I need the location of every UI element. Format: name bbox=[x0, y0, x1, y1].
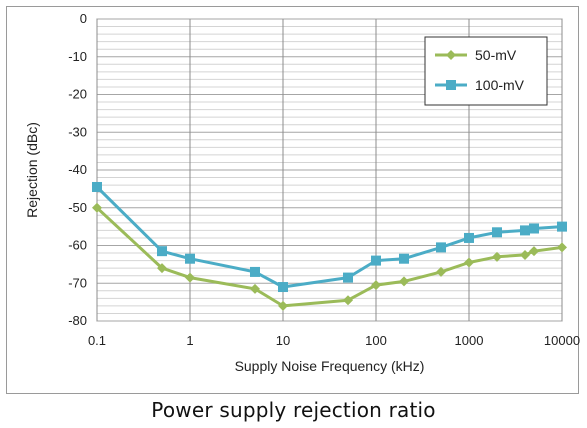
data-point bbox=[371, 280, 381, 291]
data-point bbox=[464, 232, 474, 243]
data-point bbox=[157, 246, 168, 257]
y-tick-label: -80 bbox=[68, 313, 87, 328]
data-point bbox=[491, 227, 502, 238]
data-point bbox=[529, 246, 540, 257]
data-point bbox=[185, 253, 195, 264]
data-point bbox=[250, 266, 261, 277]
data-point bbox=[398, 253, 409, 264]
data-point bbox=[491, 251, 502, 262]
y-tick-label: -30 bbox=[68, 124, 87, 139]
y-tick-label: 0 bbox=[80, 11, 87, 26]
y-tick-label: -60 bbox=[68, 238, 87, 253]
legend-marker bbox=[446, 50, 456, 60]
data-point bbox=[436, 242, 447, 253]
data-point bbox=[519, 249, 530, 260]
data-point bbox=[371, 255, 381, 266]
legend-box bbox=[424, 36, 548, 106]
data-point bbox=[185, 272, 195, 283]
x-tick-label: 10000 bbox=[544, 333, 580, 348]
x-tick-label: 1000 bbox=[455, 333, 484, 348]
data-point bbox=[92, 181, 102, 192]
x-tick-label: 100 bbox=[365, 333, 387, 348]
chart-caption: Power supply rejection ratio bbox=[151, 398, 436, 422]
data-point bbox=[529, 223, 540, 234]
y-tick-label: -10 bbox=[68, 49, 87, 64]
data-point bbox=[436, 266, 447, 277]
data-point bbox=[519, 225, 530, 236]
psrr-chart: 0 -10 -20 -30 -40 -50 -60 -70 -800.1 1 10 100 1000 10… bbox=[24, 11, 580, 374]
legend-marker bbox=[446, 80, 456, 90]
legend-label: 100-mV bbox=[475, 77, 525, 93]
y-tick-label: -70 bbox=[68, 275, 87, 290]
chart-frame: 0 -10 -20 -30 -40 -50 -60 -70 -80 0.1 1 10 100 1000 10… bbox=[6, 6, 580, 394]
y-axis-label: Rejection (dBc) bbox=[24, 122, 40, 218]
y-tick-label: -50 bbox=[68, 200, 87, 215]
y-tick-label: -40 bbox=[68, 162, 87, 177]
data-point bbox=[278, 282, 288, 293]
data-point bbox=[157, 263, 168, 274]
data-point bbox=[557, 221, 567, 232]
legend-label: 50-mV bbox=[475, 47, 517, 63]
x-tick-label: 0.1 bbox=[88, 333, 106, 348]
data-point bbox=[343, 272, 354, 283]
data-point bbox=[343, 295, 354, 306]
x-tick-label: 1 bbox=[186, 333, 193, 348]
data-point bbox=[92, 202, 102, 213]
data-point bbox=[464, 257, 474, 268]
data-point bbox=[250, 283, 261, 294]
y-tick-label: -20 bbox=[68, 87, 87, 102]
x-axis-label: Supply Noise Frequency (kHz) bbox=[235, 358, 425, 374]
data-point bbox=[557, 242, 567, 253]
x-tick-label: 10 bbox=[276, 333, 290, 348]
data-point bbox=[278, 300, 288, 311]
data-point bbox=[398, 276, 409, 287]
